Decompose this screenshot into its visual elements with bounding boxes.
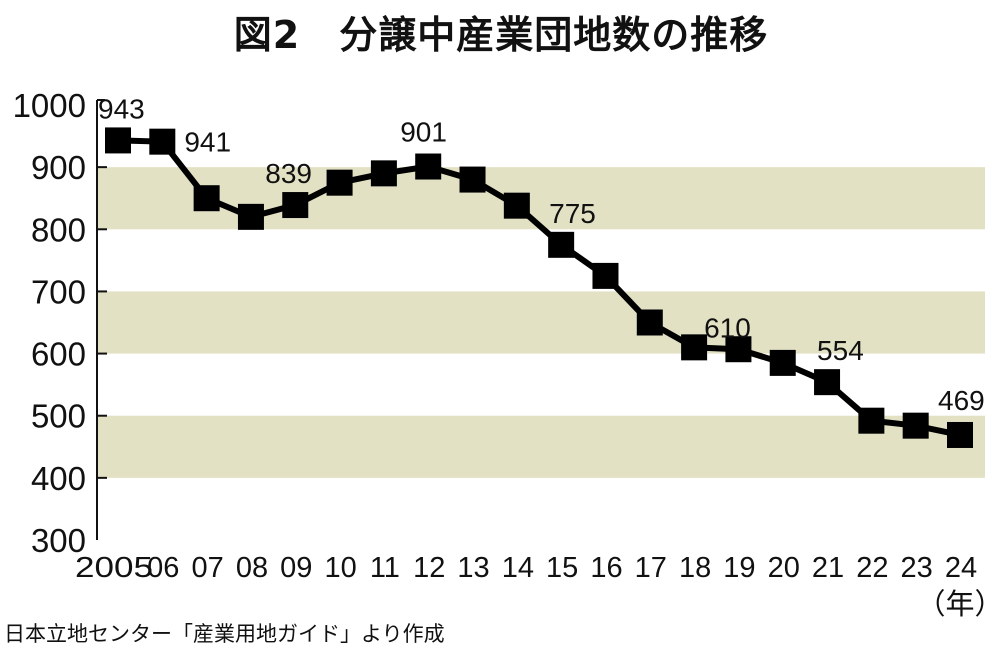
data-point (503, 192, 530, 219)
x-tick-label: 12 (413, 552, 445, 584)
source-note: 日本立地センター「産業用地ガイド」より作成 (4, 622, 445, 646)
x-tick-label: 08 (236, 552, 268, 584)
data-point (858, 407, 885, 434)
x-axis-label: （年） (916, 588, 1002, 621)
data-point (237, 203, 264, 230)
x-tick-label: 23 (901, 552, 933, 584)
data-point (415, 153, 442, 180)
data-label: 554 (817, 335, 864, 366)
data-point (370, 160, 397, 187)
data-point (149, 128, 176, 155)
x-tick-label: 19 (723, 552, 755, 584)
data-point (105, 127, 131, 154)
data-point (282, 192, 309, 219)
y-tick-label: 400 (31, 460, 86, 497)
x-tick-label: 21 (812, 552, 844, 584)
y-tick-label: 300 (31, 522, 86, 559)
data-point (681, 334, 708, 361)
chart-title: 図2 分譲中産業団地数の推移 (233, 13, 769, 57)
x-tick-label: 09 (280, 552, 312, 584)
y-tick-label: 900 (31, 149, 86, 186)
x-tick-label: 14 (502, 552, 534, 584)
data-point (548, 231, 575, 258)
data-label: 839 (265, 158, 312, 189)
data-point (947, 421, 973, 448)
y-tick-label: 500 (31, 398, 86, 435)
data-point (769, 349, 796, 376)
x-tick-label: 17 (635, 552, 667, 584)
x-tick-label: 24 (945, 552, 977, 584)
x-tick-label: 10 (324, 552, 356, 584)
data-point (592, 262, 619, 289)
data-point (193, 185, 220, 212)
data-point (326, 169, 353, 196)
x-tick-label: 07 (191, 552, 223, 584)
x-tick-label: 18 (679, 552, 711, 584)
x-tick-label: 13 (457, 552, 489, 584)
data-point (459, 166, 486, 193)
x-tick-label: 11 (370, 552, 400, 584)
data-label: 610 (704, 312, 751, 343)
x-tick-label: 2005 (75, 552, 153, 584)
data-point (725, 336, 752, 363)
data-label: 943 (98, 93, 145, 124)
x-tick-label: 22 (856, 552, 888, 584)
x-tick-label: 06 (147, 552, 179, 584)
x-tick-label: 16 (590, 552, 622, 584)
y-tick-label: 600 (31, 336, 86, 373)
data-point (902, 412, 929, 439)
y-tick-label: 700 (31, 273, 86, 310)
band (97, 291, 985, 354)
x-tick-label: 15 (546, 552, 578, 584)
data-point (636, 309, 663, 336)
band (97, 167, 985, 230)
band (97, 415, 985, 478)
y-tick-label: 800 (31, 211, 86, 248)
data-label: 775 (549, 198, 596, 229)
x-tick-label: 20 (768, 552, 800, 584)
data-label: 941 (184, 127, 231, 158)
data-label: 469 (938, 385, 985, 416)
data-point (814, 369, 841, 396)
data-label: 901 (400, 117, 447, 148)
y-tick-label: 1000 (13, 87, 86, 124)
